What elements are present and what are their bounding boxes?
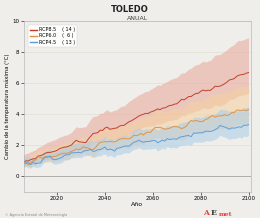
Y-axis label: Cambio de la temperatura máxima (°C): Cambio de la temperatura máxima (°C) (4, 54, 10, 159)
Text: E: E (211, 209, 217, 217)
Title: ANUAL: ANUAL (127, 16, 148, 21)
Text: TOLEDO: TOLEDO (111, 5, 149, 14)
Text: met: met (218, 212, 232, 217)
Text: © Agencia Estatal de Meteorología: © Agencia Estatal de Meteorología (5, 213, 67, 217)
Legend: RCP8.5    ( 14 ), RCP6.0    (  6 ), RCP4.5    ( 13 ): RCP8.5 ( 14 ), RCP6.0 ( 6 ), RCP4.5 ( 13… (28, 25, 77, 47)
X-axis label: Año: Año (131, 202, 143, 207)
Text: A: A (203, 209, 209, 217)
